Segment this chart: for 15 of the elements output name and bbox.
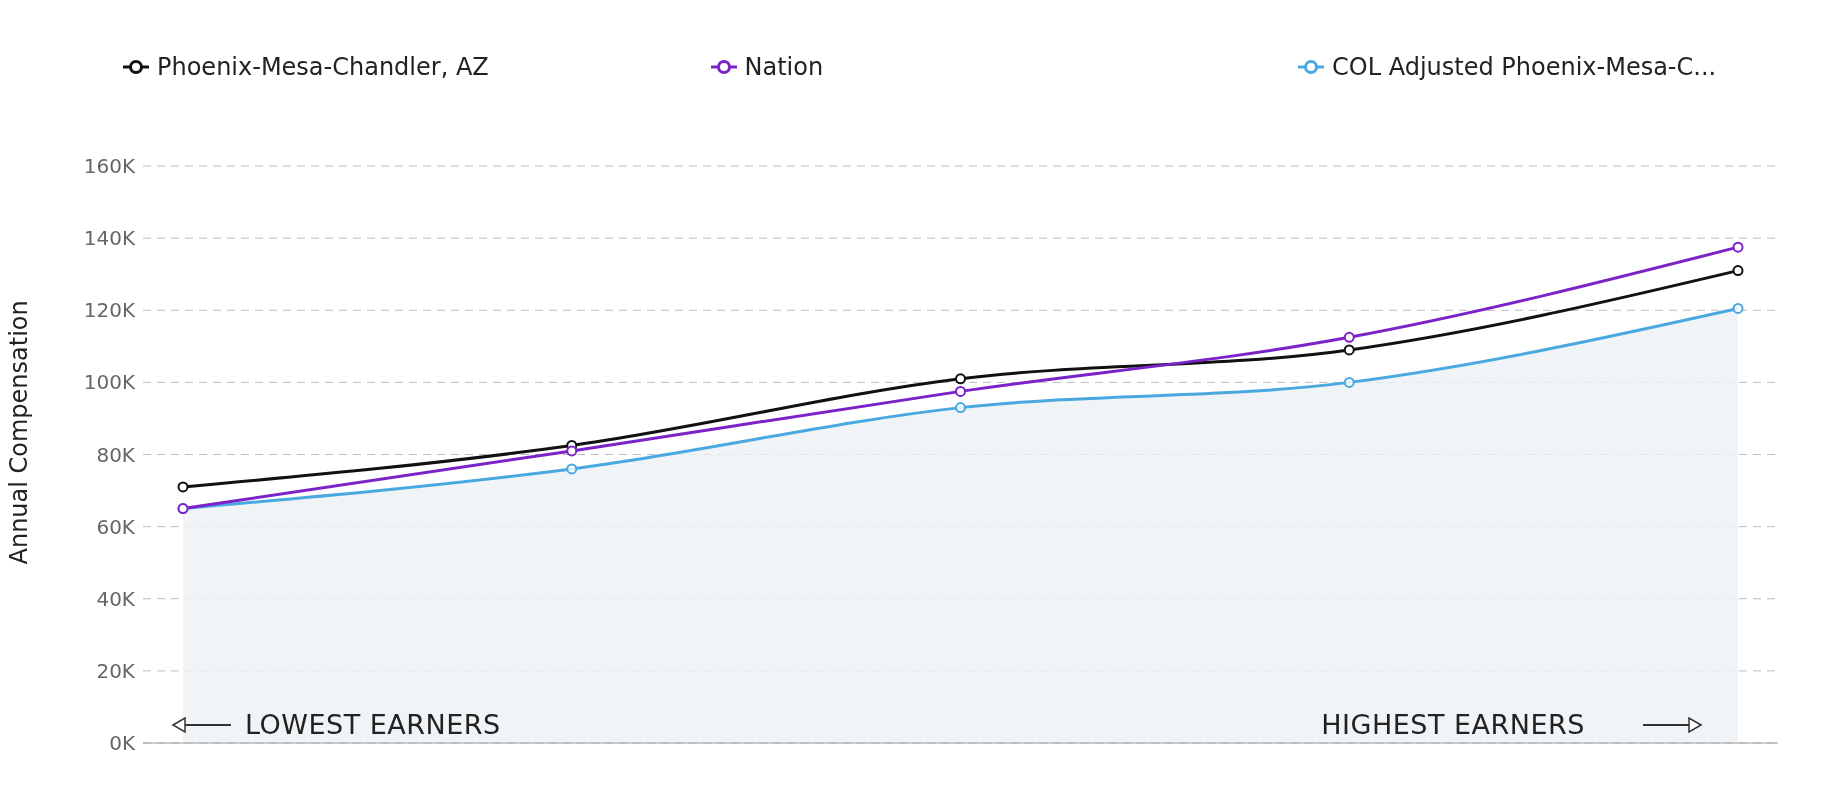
y-axis-title: Annual Compensation (4, 300, 33, 565)
y-tick-label: 80K (96, 442, 136, 467)
y-tick-label: 0K (109, 731, 136, 756)
y-tick-label: 100K (83, 370, 136, 395)
legend-label: Phoenix-Mesa-Chandler, AZ (157, 53, 489, 81)
y-tick-label: 140K (83, 226, 136, 251)
y-tick-label: 60K (96, 514, 136, 539)
annotation: HIGHEST EARNERS (1321, 709, 1585, 740)
y-tick-label: 40K (96, 586, 136, 611)
legend-label: Nation (744, 53, 824, 81)
annotation: LOWEST EARNERS (245, 709, 501, 740)
legend-label: COL Adjusted Phoenix-Mesa-C... (1332, 53, 1717, 81)
y-tick-label: 20K (96, 658, 136, 683)
y-tick-label: 120K (83, 298, 136, 323)
y-tick-label: 160K (83, 154, 136, 179)
